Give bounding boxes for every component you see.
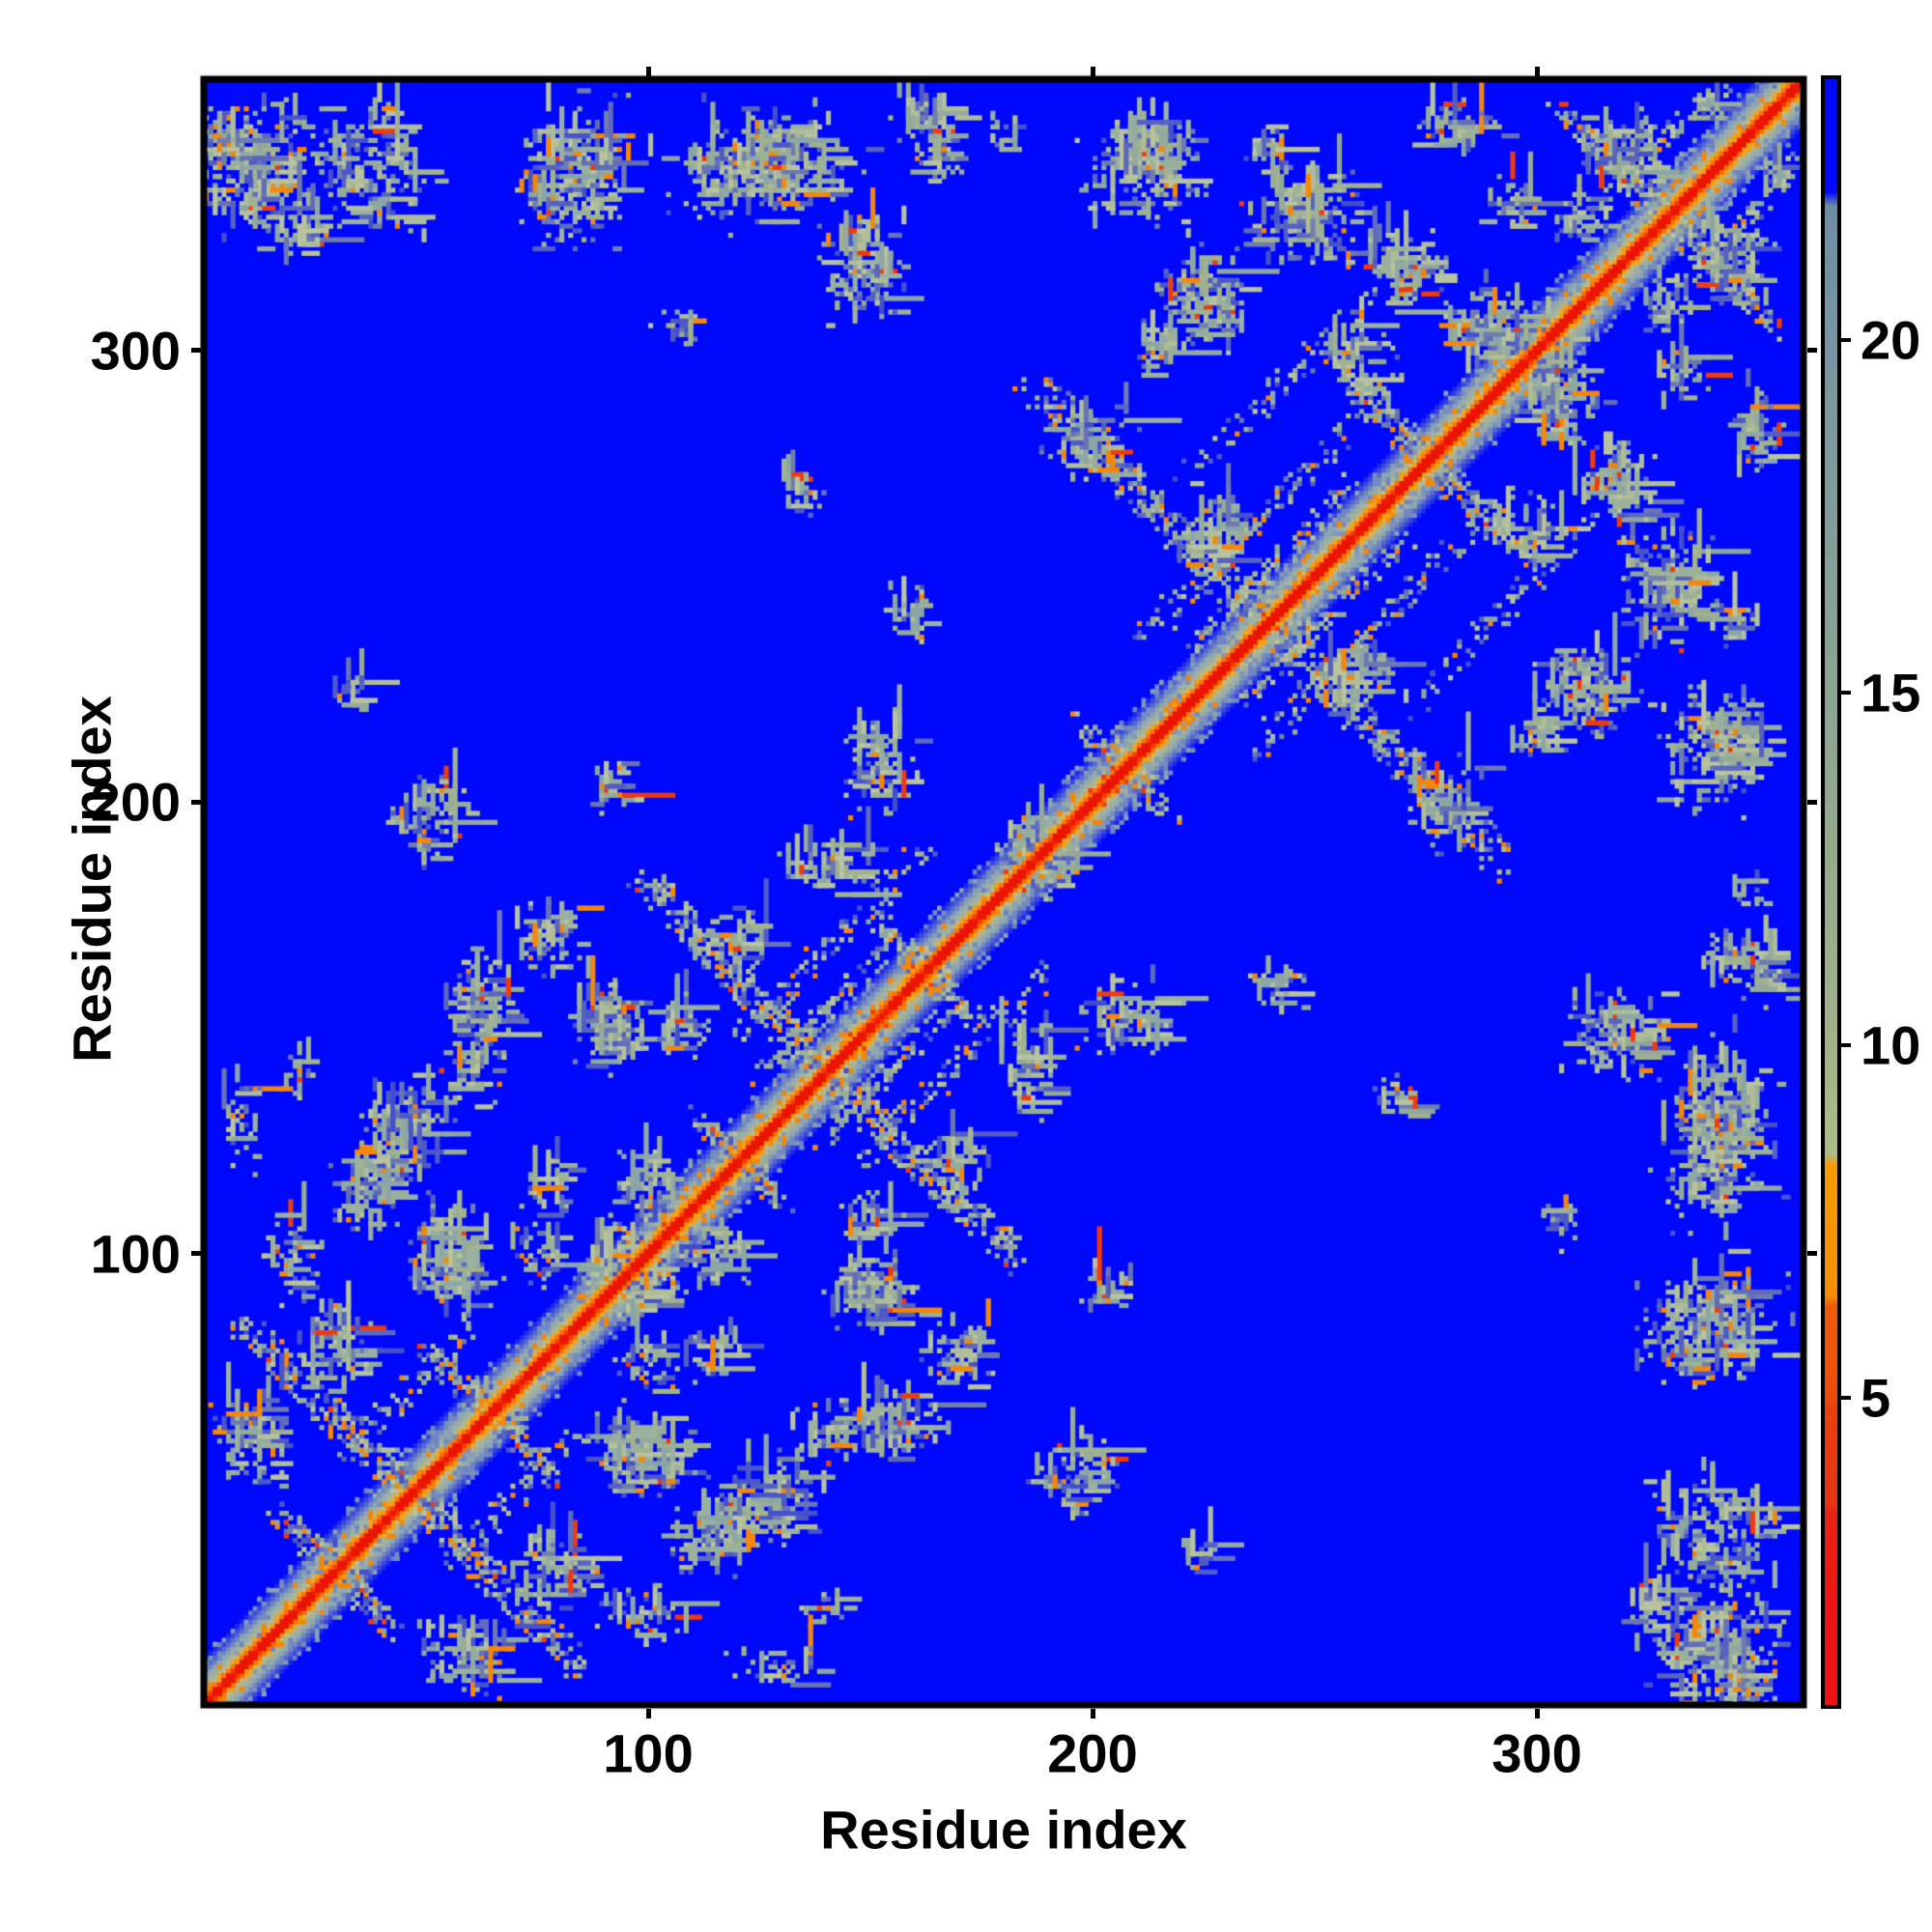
- x-tick-label: 100: [603, 1722, 694, 1784]
- x-tick-top: [1090, 66, 1095, 76]
- colorbar-tick: [1841, 690, 1851, 695]
- y-tick-label: 200: [90, 771, 181, 833]
- y-tick-right: [1806, 799, 1817, 805]
- colorbar-tick-label: 10: [1861, 1014, 1921, 1076]
- colorbar-tick-label: 5: [1861, 1367, 1891, 1429]
- x-tick-label: 200: [1047, 1722, 1138, 1784]
- x-tick-label: 300: [1492, 1722, 1582, 1784]
- y-tick-right: [1806, 1251, 1817, 1256]
- colorbar-tick-label: 20: [1861, 309, 1921, 371]
- y-tick-left: [190, 348, 201, 353]
- colorbar-tick: [1841, 1395, 1851, 1400]
- x-tick-bottom: [645, 1708, 651, 1719]
- x-tick-bottom: [1534, 1708, 1540, 1719]
- y-tick-left: [190, 799, 201, 805]
- y-tick-label: 100: [90, 1223, 181, 1284]
- x-tick-bottom: [1090, 1708, 1095, 1719]
- colorbar-tick-label: 15: [1861, 662, 1921, 724]
- y-tick-label: 300: [90, 320, 181, 381]
- y-tick-left: [190, 1251, 201, 1256]
- y-axis-label: Residue index: [61, 696, 123, 1063]
- colorbar-tick: [1841, 338, 1851, 343]
- x-tick-top: [1534, 66, 1540, 76]
- x-tick-top: [645, 66, 651, 76]
- colorbar-tick: [1841, 1042, 1851, 1047]
- x-axis-label: Residue index: [820, 1799, 1187, 1861]
- y-tick-right: [1806, 348, 1817, 353]
- colorbar: [1821, 75, 1841, 1709]
